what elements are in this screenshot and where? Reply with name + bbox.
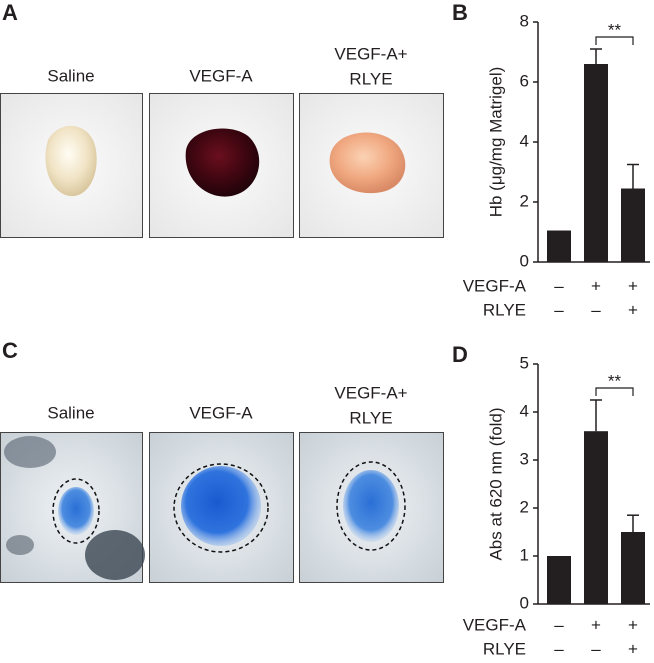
error-bar	[627, 163, 639, 189]
photo-label: VEGF-A	[189, 403, 253, 422]
condition-sign: +	[591, 615, 601, 634]
error-bar	[590, 48, 602, 64]
panel-letter: B	[452, 0, 468, 25]
photo	[149, 93, 294, 238]
photo-label: VEGF-A+	[334, 44, 407, 63]
y-tick-label: 4	[520, 131, 529, 150]
y-tick-label: 2	[520, 191, 529, 210]
y-axis-label: Abs at 620 nm (fold)	[486, 407, 505, 560]
bar	[621, 532, 645, 604]
significance-bracket	[595, 387, 634, 396]
photo-label: RLYE	[349, 69, 392, 88]
photo-label: VEGF-A	[189, 66, 253, 85]
condition-sign: +	[628, 300, 638, 319]
photo-label: VEGF-A+	[334, 383, 407, 402]
panel-letter: C	[2, 338, 18, 363]
photo	[299, 432, 444, 583]
y-tick-label: 8	[520, 11, 529, 30]
photo	[299, 93, 444, 238]
y-tick-label: 4	[520, 401, 529, 420]
condition-sign: +	[628, 615, 638, 634]
photo-label: RLYE	[349, 408, 392, 427]
condition-sign: –	[554, 639, 564, 658]
y-tick-label: 1	[520, 545, 529, 564]
bar	[584, 431, 608, 604]
condition-sign: –	[554, 276, 564, 295]
bar	[547, 556, 571, 604]
photo	[0, 93, 143, 238]
condition-sign: +	[628, 639, 638, 658]
condition-sign: –	[554, 615, 564, 634]
condition-sign: –	[591, 300, 601, 319]
condition-sign: +	[591, 276, 601, 295]
condition-sign: –	[554, 300, 564, 319]
condition-sign: –	[591, 639, 601, 658]
y-tick-label: 0	[520, 251, 529, 270]
y-tick-label: 6	[520, 71, 529, 90]
significance-label: **	[608, 371, 622, 390]
y-tick-label: 0	[520, 593, 529, 612]
y-tick-label: 5	[520, 353, 529, 372]
bar	[584, 64, 608, 262]
y-tick-label: 3	[520, 449, 529, 468]
panel-letter: D	[452, 342, 468, 367]
panel-letter: A	[2, 0, 18, 25]
condition-name: VEGF-A	[463, 615, 527, 634]
condition-name: RLYE	[483, 300, 526, 319]
y-tick-label: 2	[520, 497, 529, 516]
bar	[621, 188, 645, 262]
photo-label: Saline	[47, 403, 94, 422]
significance-bracket	[595, 36, 634, 45]
photo-label: Saline	[47, 66, 94, 85]
condition-name: VEGF-A	[463, 276, 527, 295]
condition-sign: +	[628, 276, 638, 295]
error-bar	[627, 514, 639, 532]
y-axis-label: Hb (μg/mg Matrigel)	[486, 67, 505, 218]
photo	[0, 432, 145, 583]
significance-label: **	[608, 20, 622, 39]
condition-name: RLYE	[483, 639, 526, 658]
error-bar	[590, 399, 602, 432]
photo	[149, 432, 294, 583]
bar	[547, 230, 571, 262]
